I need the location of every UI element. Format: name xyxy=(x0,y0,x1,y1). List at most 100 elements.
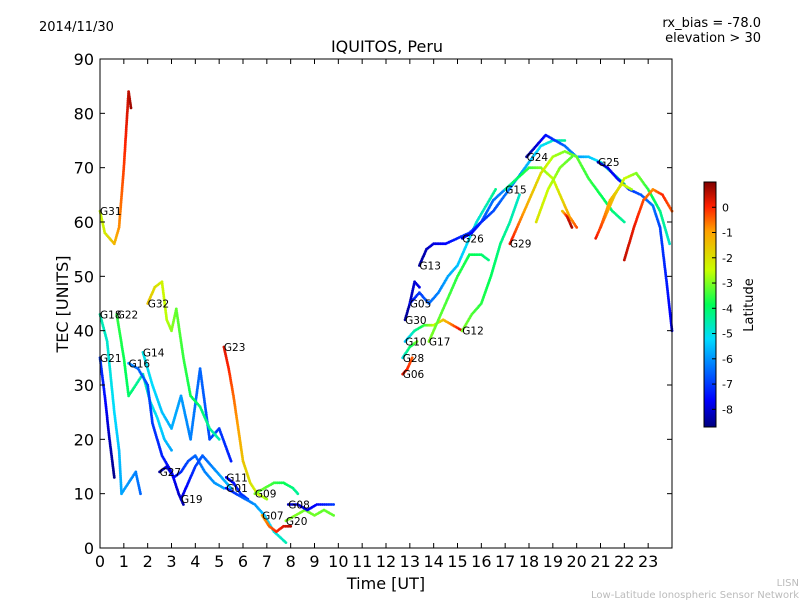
x-tick-label: 6 xyxy=(238,552,248,571)
data-point xyxy=(563,139,567,142)
footer-network: Low-Latitude Ionospheric Sensor Network xyxy=(591,590,799,600)
x-tick-label: 7 xyxy=(262,552,272,571)
satellite-label-G05: G05 xyxy=(410,299,432,311)
series-G12 xyxy=(460,193,521,333)
satellite-label-G09: G09 xyxy=(255,489,277,501)
satellite-label-G30: G30 xyxy=(405,315,427,327)
series-G22 xyxy=(115,313,173,452)
data-point xyxy=(494,188,497,191)
satellite-label-G25: G25 xyxy=(598,157,620,169)
series-G27 xyxy=(158,454,226,490)
x-tick-label: 8 xyxy=(286,552,296,571)
x-tick-label: 22 xyxy=(614,552,634,571)
satellite-label-G22: G22 xyxy=(117,309,139,321)
data-point xyxy=(229,486,233,490)
satellite-label-G06: G06 xyxy=(403,369,425,381)
x-tick-label: 1 xyxy=(119,552,129,571)
satellite-label-G18: G18 xyxy=(100,309,122,321)
x-tick-label: 17 xyxy=(495,552,515,571)
data-point xyxy=(265,497,269,501)
y-tick-label: 90 xyxy=(74,50,94,69)
x-axis-ticks: 0 1 2 3 4 5 6 7 8 9 10 11 12 13 14 15 16 17 18 19 20 21 22 23 xyxy=(95,59,658,571)
satellite-label-G21: G21 xyxy=(100,353,122,365)
data-point xyxy=(139,492,142,496)
series-track-30 xyxy=(594,171,671,246)
colorbar-tick-label: -3 xyxy=(722,277,733,290)
data-point xyxy=(170,448,173,452)
satellite-label-G31: G31 xyxy=(100,206,122,218)
series-G15 xyxy=(503,166,579,229)
x-tick-label: 3 xyxy=(166,552,176,571)
data-point xyxy=(332,503,335,506)
series-G25 xyxy=(596,160,674,333)
data-point xyxy=(217,437,221,441)
series-G19 xyxy=(179,454,233,501)
y-axis-label: TEC [UNITS] xyxy=(53,256,72,354)
data-point xyxy=(410,356,414,360)
data-point xyxy=(418,285,421,289)
date-label: 2014/11/30 xyxy=(39,20,114,35)
satellite-label-G10: G10 xyxy=(405,337,427,349)
x-axis-label: Time [UT] xyxy=(346,574,425,593)
data-point xyxy=(229,459,233,463)
data-point xyxy=(415,340,419,343)
colorbar-tick-label: -2 xyxy=(722,252,733,265)
data-point xyxy=(129,106,133,110)
satellite-label-G14: G14 xyxy=(143,347,165,359)
data-points xyxy=(98,90,674,544)
satellite-label-G32: G32 xyxy=(148,299,170,311)
satellite-label-G24: G24 xyxy=(527,152,549,164)
x-tick-label: 4 xyxy=(190,552,200,571)
colorbar-ticks: -8 -7 -6 -5 -4 -3 -2 -1 0 xyxy=(712,201,733,416)
x-tick-label: 2 xyxy=(143,552,153,571)
y-tick-label: 10 xyxy=(74,485,94,504)
satellite-label-G23: G23 xyxy=(224,342,246,354)
rx-bias-label: rx_bias = -78.0 xyxy=(662,16,761,31)
data-point xyxy=(426,323,430,327)
colorbar-tick-label: -1 xyxy=(722,227,733,240)
satellite-label-G16: G16 xyxy=(129,358,151,370)
colorbar-tick-label: -7 xyxy=(722,378,733,391)
data-point xyxy=(622,220,626,224)
y-axis-ticks: 0 10 20 30 40 50 60 70 80 90 xyxy=(74,50,672,558)
series-G14 xyxy=(141,351,233,463)
satellite-label-G12: G12 xyxy=(462,326,484,338)
data-point xyxy=(518,193,521,197)
series-track-29 xyxy=(534,155,574,224)
series-G07 xyxy=(260,514,293,534)
series-G21 xyxy=(98,356,116,479)
satellite-label-G17: G17 xyxy=(429,337,451,349)
data-point xyxy=(112,476,116,479)
data-point xyxy=(332,514,335,517)
x-tick-label: 18 xyxy=(519,552,539,571)
satellite-label-G29: G29 xyxy=(510,239,532,251)
y-tick-label: 40 xyxy=(74,322,94,341)
colorbar-tick-label: -6 xyxy=(722,353,733,366)
y-tick-label: 50 xyxy=(74,267,94,286)
x-tick-label: 13 xyxy=(400,552,420,571)
satellite-label-G26: G26 xyxy=(462,233,484,245)
series-G28 xyxy=(401,340,419,360)
series-G10 xyxy=(403,318,464,343)
satellite-label-G27: G27 xyxy=(160,467,182,479)
series-track-33 xyxy=(561,209,574,229)
x-tick-label: 0 xyxy=(95,552,105,571)
x-tick-label: 16 xyxy=(471,552,491,571)
series-G06 xyxy=(401,356,414,376)
y-tick-label: 70 xyxy=(74,159,94,178)
x-tick-label: 21 xyxy=(590,552,610,571)
series-track-31 xyxy=(599,182,633,229)
series-G09 xyxy=(253,481,300,496)
series-G08 xyxy=(286,503,335,512)
satellite-label-G19: G19 xyxy=(181,494,203,506)
x-tick-label: 9 xyxy=(309,552,319,571)
series-track-32 xyxy=(622,188,674,262)
colorbar-tick-label: -5 xyxy=(722,328,733,341)
satellite-label-G20: G20 xyxy=(286,516,308,528)
x-tick-label: 12 xyxy=(376,552,396,571)
y-tick-label: 0 xyxy=(84,539,94,558)
data-point xyxy=(570,155,574,159)
data-point xyxy=(630,188,633,191)
satellite-label-G08: G08 xyxy=(288,500,310,512)
